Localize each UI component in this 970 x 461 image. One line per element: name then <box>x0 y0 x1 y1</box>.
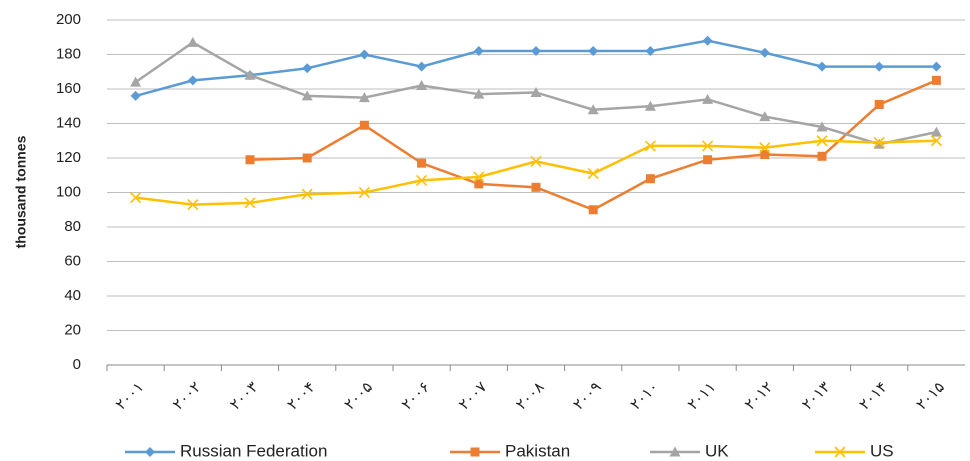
y-tick-label: 140 <box>56 114 81 131</box>
x-tick-label: ۲۰۰۱ <box>112 379 147 414</box>
data-point <box>588 205 598 215</box>
y-tick-label: 80 <box>64 218 81 235</box>
data-point <box>816 135 828 147</box>
data-point <box>760 150 770 160</box>
series-line <box>249 79 937 212</box>
data-point <box>530 86 542 97</box>
data-point <box>531 182 541 192</box>
legend-marker <box>470 447 480 457</box>
data-point <box>874 100 884 110</box>
x-tick-label: ۲۰۰۴ <box>284 379 319 414</box>
data-point <box>930 135 942 147</box>
data-point <box>302 63 313 74</box>
y-tick-label: 20 <box>64 321 81 338</box>
y-tick-label: 200 <box>56 11 81 28</box>
data-point <box>873 136 885 149</box>
data-point <box>130 90 141 101</box>
x-tick-label: ۲۰۰۲ <box>170 379 205 414</box>
x-tick-label: ۲۰۰۷ <box>456 379 491 414</box>
data-point <box>130 76 142 87</box>
data-point <box>416 61 427 72</box>
y-tick-label: 100 <box>56 183 81 200</box>
data-point <box>702 93 714 104</box>
data-point <box>301 90 313 101</box>
x-tick-label: ۲۰۱۲ <box>742 379 777 414</box>
x-tick-label: ۲۰۱۴ <box>856 379 891 414</box>
data-point <box>931 75 941 85</box>
legend-label: US <box>870 441 894 460</box>
y-tick-label: 0 <box>73 356 81 373</box>
data-point <box>473 171 485 183</box>
x-tick-label: ۲۰۱۳ <box>799 379 834 414</box>
legend-label: Pakistan <box>505 441 570 460</box>
data-point <box>587 167 599 180</box>
y-tick-label: 120 <box>56 149 81 166</box>
y-tick-label: 160 <box>56 80 81 97</box>
data-point <box>531 46 541 57</box>
y-tick-label: 180 <box>56 45 81 62</box>
data-point <box>931 61 942 72</box>
x-tick-label: ۲۰۰۵ <box>341 379 376 414</box>
x-tick-label: ۲۰۱۵ <box>913 379 948 414</box>
y-tick-label: 40 <box>64 287 81 304</box>
legend-marker <box>669 446 681 457</box>
x-tick-label: ۲۰۱۱ <box>684 379 719 414</box>
y-axis-label: thousand tonnes <box>13 135 29 248</box>
x-tick-label: ۲۰۰۶ <box>398 379 433 414</box>
data-point <box>702 140 714 152</box>
x-tick-label: ۲۰۰۳ <box>227 379 262 414</box>
data-point <box>301 188 313 200</box>
y-tick-label: 60 <box>64 252 81 269</box>
data-point <box>759 47 770 58</box>
data-point <box>130 192 142 204</box>
data-point <box>530 155 542 168</box>
data-point <box>244 69 256 80</box>
data-point <box>416 174 428 186</box>
data-point <box>588 46 599 57</box>
data-point <box>359 49 370 60</box>
data-point <box>416 80 428 91</box>
data-point <box>644 100 656 111</box>
legend-marker <box>145 447 155 457</box>
data-point <box>245 155 255 165</box>
data-point <box>417 158 427 168</box>
data-point <box>587 104 599 115</box>
x-tick-label: ۲۰۰۸ <box>513 379 548 414</box>
data-point <box>187 75 198 86</box>
data-point <box>816 121 828 132</box>
data-point <box>930 126 942 137</box>
data-point <box>359 120 369 130</box>
data-point <box>358 186 370 199</box>
data-point <box>817 151 827 161</box>
data-point <box>244 197 256 209</box>
data-point <box>187 36 199 47</box>
data-point <box>817 61 827 72</box>
data-point <box>358 92 370 103</box>
legend-marker <box>834 446 846 458</box>
data-point <box>874 61 885 72</box>
data-point <box>302 153 312 163</box>
data-point <box>473 88 485 99</box>
data-point <box>645 46 656 57</box>
data-point <box>702 35 713 46</box>
data-point <box>474 179 484 189</box>
data-point <box>759 111 771 122</box>
data-point <box>644 140 656 152</box>
legend-label: Russian Federation <box>180 441 327 460</box>
data-point <box>703 155 713 165</box>
series-line <box>135 139 937 206</box>
data-point <box>473 46 484 57</box>
x-tick-label: ۲۰۱۰ <box>627 379 662 414</box>
data-point <box>645 174 655 184</box>
x-tick-label: ۲۰۰۹ <box>570 379 605 414</box>
data-point <box>759 142 771 154</box>
data-point <box>187 199 199 211</box>
legend-label: UK <box>705 441 729 460</box>
